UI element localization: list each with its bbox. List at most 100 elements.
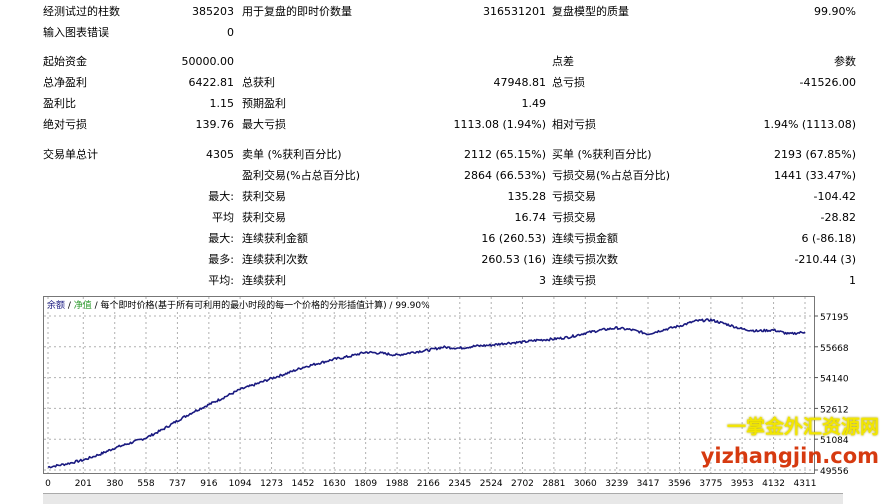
x-tick-label: 2881 <box>542 479 565 489</box>
stat-value: 1441 (33.47%) <box>773 169 856 182</box>
stat-value: 1 <box>849 274 856 287</box>
stat-value: 16 (260.53) <box>481 232 546 245</box>
stat-value: 6 (-86.18) <box>801 232 856 245</box>
y-tick-label: 52612 <box>820 405 849 415</box>
stat-label: 连续获利 <box>242 274 286 287</box>
stat-value: 316531201 <box>483 5 546 18</box>
x-tick-label: 2702 <box>511 479 534 489</box>
stat-value: 3 <box>539 274 546 287</box>
x-tick-label: 2345 <box>448 479 471 489</box>
x-tick-label: 4132 <box>762 479 785 489</box>
x-tick-label: 3596 <box>668 479 691 489</box>
stat-label: 交易单总计 <box>43 148 98 161</box>
stat-label: 用于复盘的即时价数量 <box>242 5 352 18</box>
stat-value: 16.74 <box>514 211 547 224</box>
stat-label: 亏损交易 <box>552 211 596 224</box>
stat-label: 连续亏损 <box>552 274 596 287</box>
stat-label: 买单 (%获利百分比) <box>552 148 652 161</box>
bottom-tab-strip[interactable] <box>43 493 843 504</box>
y-tick-label: 51084 <box>820 436 849 446</box>
y-tick-label: 54140 <box>820 375 849 385</box>
legend-separator: / <box>65 301 74 311</box>
stat-label: 相对亏损 <box>552 118 596 131</box>
stat-value: 平均: <box>208 274 234 287</box>
x-tick-label: 380 <box>106 479 123 489</box>
y-tick-label: 55668 <box>820 344 849 354</box>
x-tick-label: 1630 <box>323 479 346 489</box>
chart-legend: 余额 / 净值 / 每个即时价格(基于所有可利用的最小时段的每一个价格的分形插值… <box>47 299 430 311</box>
stat-label: 总获利 <box>242 76 275 89</box>
stat-value: 2193 (67.85%) <box>773 148 856 161</box>
stat-value: 2864 (66.53%) <box>463 169 546 182</box>
legend-description: / 每个即时价格(基于所有可利用的最小时段的每一个价格的分形插值计算) / 99… <box>92 299 430 311</box>
stat-value: 99.90% <box>814 5 856 18</box>
stat-label: 连续亏损金额 <box>552 232 618 245</box>
stat-label: 起始资金 <box>43 55 87 68</box>
x-tick-label: 1273 <box>260 479 283 489</box>
stat-label: 总亏损 <box>552 76 585 89</box>
stat-value: 4305 <box>206 148 234 161</box>
x-tick-label: 2524 <box>480 479 503 489</box>
x-tick-label: 1094 <box>229 479 252 489</box>
stat-value: 1.15 <box>209 97 235 110</box>
stat-label: 连续获利次数 <box>242 253 308 266</box>
x-tick-label: 916 <box>200 479 217 489</box>
stat-value: 平均 <box>212 211 234 224</box>
stat-label: 卖单 (%获利百分比) <box>242 148 342 161</box>
stat-value: 1.94% (1113.08) <box>763 118 856 131</box>
stat-label: 点差 <box>552 55 574 68</box>
x-tick-label: 0 <box>45 479 51 489</box>
stat-value: 1113.08 (1.94%) <box>453 118 546 131</box>
stat-value: 50000.00 <box>181 55 235 68</box>
x-tick-label: 3417 <box>637 479 660 489</box>
stat-value: 47948.81 <box>493 76 547 89</box>
stat-label: 输入图表错误 <box>43 26 109 39</box>
stat-value: -28.82 <box>820 211 856 224</box>
watermark-url-text: yizhangjin.com <box>700 444 879 468</box>
stat-value: 135.28 <box>507 190 547 203</box>
stat-value: -210.44 (3) <box>794 253 856 266</box>
x-tick-label: 3060 <box>574 479 597 489</box>
stat-value: 6422.81 <box>188 76 235 89</box>
stat-label: 经测试过的柱数 <box>43 5 120 18</box>
x-tick-label: 4311 <box>794 479 817 489</box>
balance-chart: 0 201 380 558 737 916 1094 1273 1452 1630 1809 1988… <box>43 296 873 490</box>
stat-label: 亏损交易(%占总百分比) <box>552 169 671 182</box>
watermark-url: yizhangjin.com <box>701 444 879 468</box>
stat-label: 预期盈利 <box>242 97 286 110</box>
stat-value: 最大: <box>208 190 234 203</box>
x-tick-label: 3775 <box>699 479 722 489</box>
x-tick-label: 1988 <box>386 479 409 489</box>
stat-label: 盈利比 <box>43 97 76 110</box>
x-tick-label: 3953 <box>731 479 754 489</box>
x-tick-label: 1452 <box>292 479 315 489</box>
watermark-cn: 一掌金外汇资源网 <box>727 412 879 439</box>
stat-value: 0 <box>227 26 234 39</box>
x-tick-label: 201 <box>75 479 92 489</box>
x-tick-label: 2166 <box>417 479 440 489</box>
plot-frame <box>43 296 815 474</box>
stat-value: 2112 (65.15%) <box>463 148 546 161</box>
stat-label: 绝对亏损 <box>43 118 87 131</box>
stat-label: 盈利交易(%占总百分比) <box>242 169 361 182</box>
y-tick-label: 49556 <box>820 467 849 477</box>
x-tick-label: 737 <box>169 479 186 489</box>
stat-value: -104.42 <box>813 190 856 203</box>
x-tick-label: 558 <box>137 479 154 489</box>
legend-balance: 余额 <box>47 299 65 311</box>
stat-value: 最大: <box>208 232 234 245</box>
legend-equity: 净值 <box>74 299 92 311</box>
x-tick-label: 1809 <box>354 479 377 489</box>
balance-series-line <box>47 318 806 469</box>
stat-label: 总净盈利 <box>43 76 87 89</box>
stat-value: -41526.00 <box>799 76 856 89</box>
y-tick-label: 57195 <box>820 313 849 323</box>
stat-label: 获利交易 <box>242 190 286 203</box>
stat-value: 139.76 <box>195 118 235 131</box>
stat-label: 最大亏损 <box>242 118 286 131</box>
stat-label: 复盘模型的质量 <box>552 5 629 18</box>
stat-value: 385203 <box>192 5 234 18</box>
stat-value: 参数 <box>834 55 856 68</box>
watermark-cn-text: 一掌金外汇资源网 <box>726 416 879 438</box>
stat-value: 1.49 <box>521 97 547 110</box>
